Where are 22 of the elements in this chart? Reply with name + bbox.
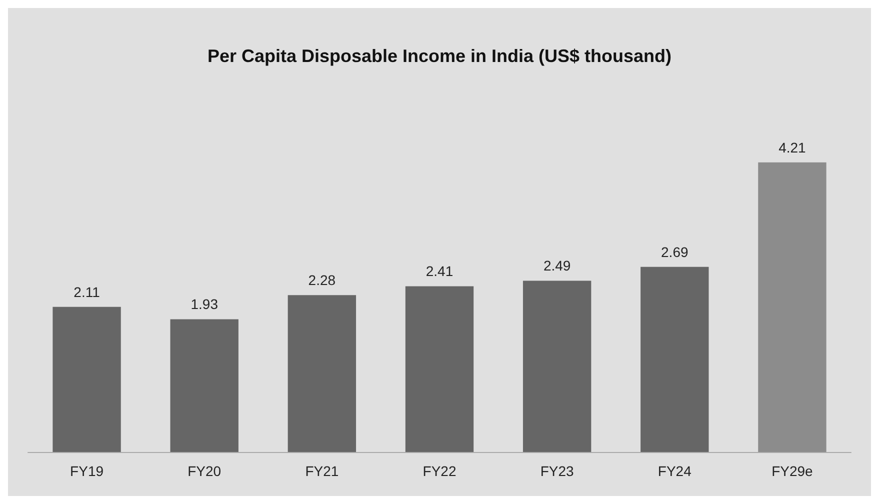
x-tick-label: FY24	[658, 463, 692, 479]
data-label: 2.28	[308, 272, 336, 288]
bar	[522, 280, 592, 452]
x-tick-label: FY22	[422, 463, 456, 479]
x-tick-label: FY19	[70, 463, 104, 479]
bar	[640, 266, 709, 452]
data-label: 1.93	[190, 296, 218, 312]
bar	[170, 319, 238, 452]
data-label: 4.21	[778, 139, 806, 156]
bar	[52, 306, 121, 452]
data-label: 2.69	[661, 244, 688, 260]
bar	[288, 295, 356, 452]
chart-title: Per Capita Disposable Income in India (US$ thousand)	[207, 46, 672, 66]
data-label: 2.11	[74, 284, 100, 300]
data-label: 2.49	[543, 258, 571, 274]
x-tick-label: FY29e	[772, 463, 814, 479]
x-tick-label: FY21	[305, 463, 339, 479]
data-label: 2.41	[426, 263, 454, 280]
bar	[405, 286, 474, 452]
x-tick-label: FY20	[188, 463, 222, 479]
x-tick-label: FY23	[540, 463, 574, 479]
bar	[758, 162, 826, 452]
